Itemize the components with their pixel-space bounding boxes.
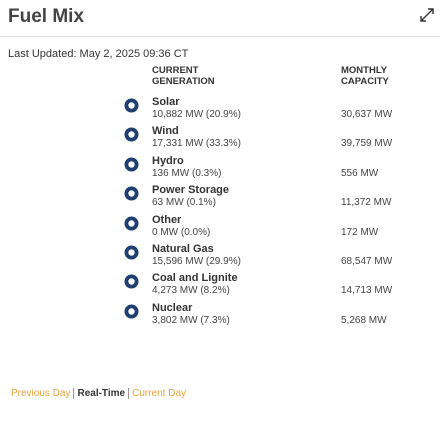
fuel-icon <box>124 186 139 201</box>
fuel-capacity: 5,268 MW <box>341 314 387 326</box>
column-header: MONTHLY CAPACITY <box>341 65 389 87</box>
fuel-icon <box>124 274 139 289</box>
time-tabs: Previous Day Real-Time Current Day <box>8 388 189 399</box>
fuel-capacity: 68,547 MW <box>341 256 393 267</box>
fuel-generation: 4,273 MW (8.2%) <box>152 285 230 297</box>
fuel-generation: 0 MW (0.0%) <box>152 226 211 238</box>
fuel-generation: 10,882 MW (20.9%) <box>152 109 241 120</box>
tab[interactable]: Previous Day <box>11 388 71 399</box>
tab[interactable]: Real-Time <box>73 388 129 399</box>
fuel-icon <box>124 304 139 319</box>
fuel-name: Other <box>152 213 182 226</box>
fuel-capacity: 11,372 MW <box>341 197 392 209</box>
fuel-icon <box>124 127 139 142</box>
column-header: CURRENT GENERATION <box>152 65 215 87</box>
last-updated: Last Updated: May 2, 2025 09:36 CT <box>8 48 189 60</box>
fuel-generation: 3,802 MW (7.3%) <box>152 314 230 326</box>
fuel-name: Coal and Lignite <box>152 272 238 285</box>
divider <box>0 36 440 37</box>
fuel-generation: 136 MW (0.3%) <box>152 167 222 179</box>
fuel-icon <box>124 216 139 231</box>
fuel-name: Nuclear <box>152 301 193 314</box>
fuel-generation: 63 MW (0.1%) <box>152 197 216 209</box>
fuel-name: Power Storage <box>152 184 230 197</box>
fuel-name: Natural Gas <box>152 243 214 255</box>
fuel-capacity: 172 MW <box>341 226 379 238</box>
fuel-capacity: 39,759 MW <box>341 138 393 150</box>
fuel-icon <box>124 245 139 260</box>
fuel-name: Hydro <box>152 154 184 167</box>
expand-icon[interactable] <box>420 8 434 22</box>
tab[interactable]: Current Day <box>128 388 189 399</box>
fuel-generation: 15,596 MW (29.9%) <box>152 256 241 267</box>
fuel-capacity: 556 MW <box>341 167 379 179</box>
fuel-icon <box>124 157 139 172</box>
fuel-icon <box>124 98 139 113</box>
title: Fuel Mix <box>8 6 85 27</box>
fuel-name: Wind <box>152 125 179 138</box>
fuel-generation: 17,331 MW (33.3%) <box>152 138 241 150</box>
fuel-capacity: 14,713 MW <box>341 285 393 297</box>
fuel-capacity: 30,637 MW <box>341 109 393 120</box>
fuel-name: Solar <box>152 96 180 108</box>
